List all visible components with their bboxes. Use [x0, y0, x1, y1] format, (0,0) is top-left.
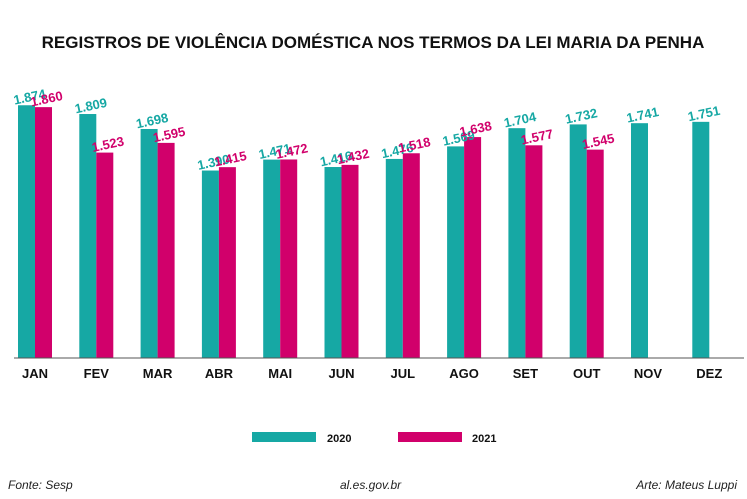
category-label-abr: ABR — [205, 366, 234, 381]
category-label-mai: MAI — [268, 366, 292, 381]
bar-2020-fev — [79, 114, 97, 358]
value-label-2020-fev: 1.809 — [73, 95, 108, 116]
category-label-set: SET — [513, 366, 538, 381]
legend-swatch-2021 — [398, 432, 462, 442]
bar-2021-jan — [35, 107, 52, 358]
bar-2021-abr — [218, 167, 236, 358]
value-label-2020-jun: 1.416 — [319, 148, 354, 169]
bar-2020-jun — [324, 167, 342, 358]
value-label-2020-jan: 1.874 — [12, 86, 48, 108]
bar-2020-set — [508, 128, 526, 358]
legend-label-2020: 2020 — [327, 433, 351, 445]
value-label-2020-mar: 1.698 — [135, 110, 170, 131]
category-label-fev: FEV — [84, 366, 110, 381]
category-label-jun: JUN — [328, 366, 354, 381]
bar-2020-dez — [692, 121, 710, 359]
legend: 2020 2021 — [252, 432, 496, 445]
credit-note: Arte: Mateus Luppi — [636, 478, 737, 492]
category-label-mar: MAR — [143, 366, 173, 381]
bar-2020-ago — [447, 146, 465, 358]
value-label-2021-jul: 1.518 — [397, 134, 432, 155]
bar-2020-nov — [631, 123, 648, 358]
legend-label-2021: 2021 — [472, 433, 496, 445]
bar-2021-jun — [341, 164, 359, 358]
website-note: al.es.gov.br — [340, 478, 402, 492]
value-label-2020-mai: 1.471 — [257, 140, 292, 161]
value-label-2020-jul: 1.476 — [380, 140, 415, 161]
bars-group — [18, 105, 710, 359]
category-label-out: OUT — [573, 366, 601, 381]
value-label-2021-ago: 1.638 — [458, 118, 493, 139]
bar-2021-set — [525, 145, 543, 358]
bar-2020-abr — [201, 170, 219, 358]
value-label-2020-set: 1.704 — [502, 109, 538, 131]
category-label-jan: JAN — [22, 366, 48, 381]
value-label-2021-jun: 1.432 — [336, 146, 371, 167]
value-label-2021-mar: 1.595 — [152, 124, 187, 145]
value-label-2021-set: 1.577 — [519, 126, 554, 147]
bar-2020-mar — [140, 128, 158, 358]
bar-2021-fev — [96, 152, 114, 358]
bar-2021-mai — [280, 159, 298, 358]
bar-2021-mar — [157, 142, 175, 358]
bar-2020-mai — [263, 159, 281, 358]
bar-2020-jul — [385, 158, 403, 358]
value-label-2020-ago: 1.569 — [441, 127, 476, 148]
value-label-2021-abr: 1.415 — [213, 148, 248, 169]
category-label-dez: DEZ — [696, 366, 722, 381]
bar-2021-jul — [402, 153, 420, 358]
value-label-2021-out: 1.545 — [581, 131, 616, 152]
category-label-ago: AGO — [449, 366, 479, 381]
value-label-2020-nov: 1.741 — [625, 104, 660, 125]
category-label-jul: JUL — [391, 366, 416, 381]
chart-title: REGISTROS DE VIOLÊNCIA DOMÉSTICA NOS TER… — [42, 33, 705, 52]
bar-2020-out — [569, 124, 587, 358]
legend-swatch-2020 — [252, 432, 316, 442]
value-label-2021-jan: 1.860 — [29, 88, 64, 109]
value-label-2020-abr: 1.390 — [196, 151, 231, 172]
source-note: Fonte: Sesp — [8, 478, 73, 492]
value-label-2020-out: 1.732 — [564, 105, 599, 126]
value-label-2021-mai: 1.472 — [274, 140, 309, 161]
bar-2021-out — [586, 149, 604, 358]
category-labels-group: JAN FEV MAR ABR MAI JUN JUL AGO SET OUT NOV DEZ — [22, 366, 722, 381]
bar-2020-jan — [18, 105, 35, 358]
category-label-nov: NOV — [634, 366, 663, 381]
value-label-2021-fev: 1.523 — [90, 133, 125, 154]
value-label-2020-dez: 1.751 — [686, 103, 721, 124]
bar-2021-ago — [464, 137, 482, 358]
